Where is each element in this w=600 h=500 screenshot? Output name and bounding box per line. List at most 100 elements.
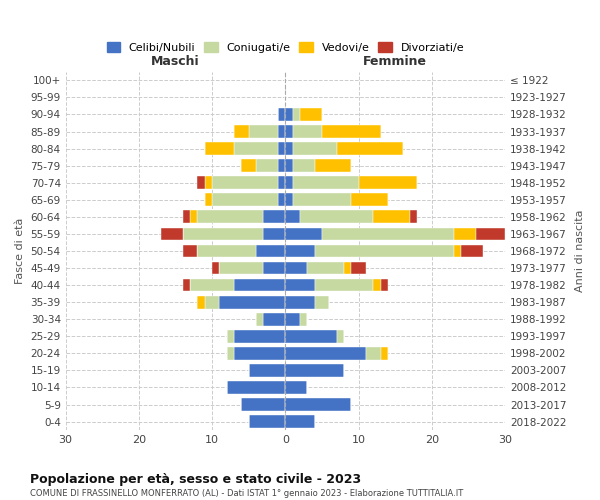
Bar — [263, 228, 286, 240]
Bar — [286, 296, 314, 308]
Bar — [278, 159, 286, 172]
Bar — [351, 194, 388, 206]
Bar — [286, 125, 293, 138]
Bar — [286, 330, 337, 342]
Bar — [286, 108, 293, 121]
Bar — [314, 244, 454, 258]
Bar — [190, 278, 234, 291]
Bar — [476, 228, 505, 240]
Bar — [314, 278, 373, 291]
Bar — [286, 313, 300, 326]
Text: Popolazione per età, sesso e stato civile - 2023: Popolazione per età, sesso e stato civil… — [30, 472, 361, 486]
Bar — [454, 228, 476, 240]
Bar — [263, 262, 286, 274]
Bar — [293, 108, 300, 121]
Bar — [337, 142, 403, 155]
Bar — [314, 159, 351, 172]
Bar — [314, 296, 329, 308]
Bar — [234, 330, 286, 342]
Bar — [227, 330, 234, 342]
Bar — [263, 313, 286, 326]
Bar — [249, 125, 278, 138]
Bar — [286, 415, 314, 428]
Bar — [190, 210, 197, 223]
Bar — [278, 108, 286, 121]
Bar — [286, 244, 314, 258]
Bar — [286, 398, 351, 411]
Bar — [300, 313, 307, 326]
Bar — [286, 347, 366, 360]
Bar — [293, 176, 359, 189]
Bar — [286, 278, 314, 291]
Bar — [286, 210, 300, 223]
Bar — [373, 278, 380, 291]
Bar — [351, 262, 366, 274]
Bar — [205, 194, 212, 206]
Bar — [197, 296, 205, 308]
Bar — [454, 244, 461, 258]
Bar — [322, 228, 454, 240]
Bar — [183, 278, 190, 291]
Bar — [234, 278, 286, 291]
Bar — [234, 142, 278, 155]
Bar — [293, 159, 314, 172]
Bar — [212, 194, 278, 206]
Y-axis label: Anni di nascita: Anni di nascita — [575, 210, 585, 292]
Bar — [286, 176, 293, 189]
Bar — [234, 125, 249, 138]
Bar — [300, 108, 322, 121]
Bar — [286, 228, 322, 240]
Bar — [227, 347, 234, 360]
Text: Maschi: Maschi — [151, 56, 200, 68]
Bar — [380, 278, 388, 291]
Bar — [293, 194, 351, 206]
Bar — [366, 347, 380, 360]
Bar — [286, 159, 293, 172]
Bar — [205, 296, 220, 308]
Bar — [461, 244, 483, 258]
Bar — [359, 176, 417, 189]
Bar — [241, 159, 256, 172]
Bar — [227, 381, 286, 394]
Bar — [380, 347, 388, 360]
Bar — [197, 244, 256, 258]
Bar — [205, 176, 212, 189]
Bar — [241, 398, 286, 411]
Bar — [220, 262, 263, 274]
Bar — [256, 244, 286, 258]
Bar — [410, 210, 417, 223]
Bar — [212, 176, 278, 189]
Bar — [337, 330, 344, 342]
Bar — [256, 313, 263, 326]
Bar — [183, 228, 263, 240]
Bar — [300, 210, 373, 223]
Bar — [249, 415, 286, 428]
Bar — [263, 210, 286, 223]
Bar — [183, 244, 197, 258]
Bar — [373, 210, 410, 223]
Legend: Celibi/Nubili, Coniugati/e, Vedovi/e, Divorziati/e: Celibi/Nubili, Coniugati/e, Vedovi/e, Di… — [102, 38, 469, 58]
Bar — [286, 381, 307, 394]
Bar — [286, 364, 344, 377]
Bar — [278, 176, 286, 189]
Bar — [286, 142, 293, 155]
Bar — [249, 364, 286, 377]
Bar — [161, 228, 183, 240]
Bar — [322, 125, 380, 138]
Bar — [286, 194, 293, 206]
Bar — [278, 125, 286, 138]
Bar — [293, 125, 322, 138]
Bar — [234, 347, 286, 360]
Bar — [197, 176, 205, 189]
Bar — [286, 262, 307, 274]
Text: COMUNE DI FRASSINELLO MONFERRATO (AL) - Dati ISTAT 1° gennaio 2023 - Elaborazion: COMUNE DI FRASSINELLO MONFERRATO (AL) - … — [30, 489, 463, 498]
Bar — [212, 262, 220, 274]
Bar — [307, 262, 344, 274]
Bar — [197, 210, 263, 223]
Bar — [344, 262, 351, 274]
Bar — [183, 210, 190, 223]
Bar — [205, 142, 234, 155]
Y-axis label: Fasce di età: Fasce di età — [15, 218, 25, 284]
Bar — [278, 142, 286, 155]
Bar — [278, 194, 286, 206]
